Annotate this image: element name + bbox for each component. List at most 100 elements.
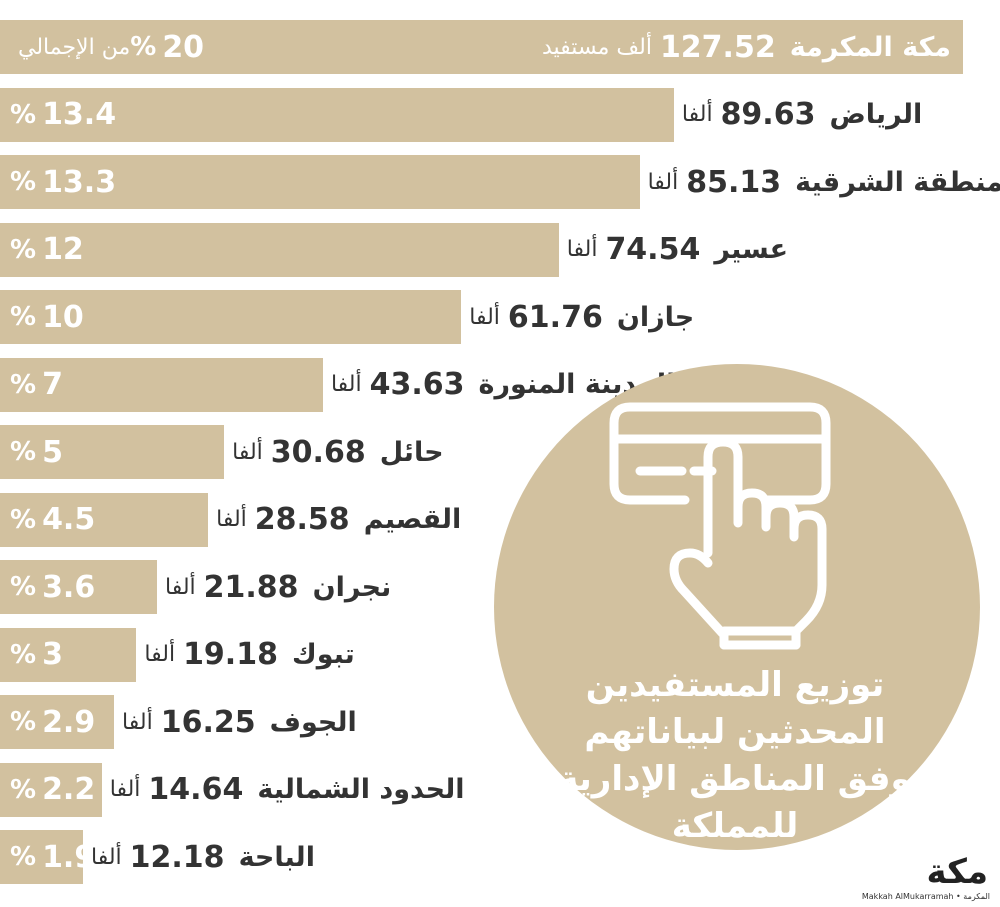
region-name: مكة المكرمة [789, 31, 951, 63]
unit-label: ألفا [681, 102, 713, 127]
percent-label: % 3 [10, 628, 63, 682]
percent-value: 3.6 [42, 569, 96, 605]
percent-label: % 12 [10, 223, 84, 277]
bar-label: حائل 30.68 ألفا [232, 425, 443, 479]
bar-label: الجوف 16.25 ألفا [122, 695, 357, 749]
percent-sign: % [10, 302, 37, 332]
percent-sign: % [10, 99, 37, 130]
unit-label: ألفا [122, 709, 153, 735]
value-label: 28.58 [254, 502, 350, 537]
percent-value: 20 [162, 29, 205, 65]
bar [0, 830, 83, 884]
logo-text: مكة [926, 852, 988, 892]
title-line: وفق المناطق الإدارية [558, 759, 912, 799]
unit-label: ألفا [165, 574, 196, 600]
value-label: 61.76 [507, 299, 603, 335]
percent-sign: % [10, 572, 37, 602]
percent-label: % 3.6 [10, 560, 95, 614]
percent-label: % 13.3 [10, 155, 116, 209]
percent-label: % 10 [10, 290, 84, 344]
percent-label: % 2.9 [10, 695, 95, 749]
bar-label: الرياض 89.63 ألفا [682, 88, 922, 142]
value-label: 30.68 [270, 434, 366, 470]
region-name: تبوك [291, 639, 355, 670]
value-label: 21.88 [203, 569, 299, 605]
value-label: 89.63 [720, 97, 816, 132]
bar [0, 627, 137, 682]
unit-label: ألف مستفيد [541, 34, 652, 60]
percent-value: 10 [42, 299, 84, 335]
percent-sign: % [10, 437, 37, 467]
percent-value: 2.2 [42, 772, 96, 807]
bar [0, 492, 209, 547]
percent-value: 1.9 [42, 839, 96, 875]
value-label: 127.52 [659, 29, 776, 65]
bar-label: القصيم 28.58 ألفا [216, 493, 461, 547]
makkah-logo: مكة Makkah AlMukarramah • المكرمة [862, 852, 994, 902]
bar [0, 155, 640, 209]
value-label: 12.18 [129, 839, 225, 875]
bar [0, 695, 115, 749]
percent-sign: % [10, 167, 37, 197]
percent-label: % 13.4 [10, 88, 116, 142]
percent-sign: % [10, 639, 37, 670]
percent-value: 3 [42, 637, 63, 672]
bar [0, 222, 559, 277]
percent-label: من الإجمالي% 20 [10, 20, 204, 74]
bar [0, 87, 674, 142]
percent-value: 12 [42, 232, 84, 267]
percent-value: 7 [42, 367, 63, 402]
bar [0, 357, 323, 412]
value-label: 74.54 [605, 232, 701, 267]
percent-value: 13.3 [42, 164, 117, 200]
bar [0, 290, 462, 344]
unit-label: ألفا [232, 439, 263, 465]
unit-label: ألفا [469, 304, 500, 330]
percent-sign: % [10, 707, 37, 737]
unit-label: ألفا [91, 844, 122, 870]
value-label: 85.13 [686, 164, 782, 200]
title-line: المحدثين لبياناتهم [584, 712, 886, 752]
unit-label: ألفا [330, 372, 362, 397]
bar-label: عسير 74.54 ألفا [567, 223, 788, 277]
percent-suffix: من الإجمالي [18, 34, 131, 60]
bar-label: الباحة 12.18 ألفا [91, 830, 315, 884]
chart-title: توزيع المستفيدين المحدثين لبياناتهم وفق … [520, 662, 950, 850]
value-label: 19.18 [183, 637, 278, 672]
title-line: توزيع المستفيدين [585, 665, 885, 705]
unit-label: ألفا [109, 777, 141, 802]
bar-label: تبوك 19.18 ألفا [144, 628, 354, 682]
region-name: الجوف [269, 706, 357, 738]
percent-sign: % [10, 774, 37, 805]
value-label: 43.63 [369, 367, 465, 402]
percent-sign: % [130, 32, 157, 62]
percent-label: % 5 [10, 425, 63, 479]
logo-subtext: Makkah AlMukarramah • المكرمة [861, 892, 990, 901]
percent-sign: % [10, 369, 37, 400]
unit-label: ألفا [216, 507, 247, 532]
region-name: جازان [616, 301, 695, 333]
unit-label: ألفا [566, 237, 598, 262]
bar-label: المنطقة الشرقية 85.13 ألفا [648, 155, 1000, 209]
percent-value: 4.5 [42, 502, 96, 537]
region-name: الحدود الشمالية [257, 774, 465, 805]
bar [0, 20, 963, 74]
percent-label: % 4.5 [10, 493, 95, 547]
value-label: 16.25 [160, 704, 256, 740]
unit-label: ألفا [647, 169, 679, 195]
percent-label: % 2.2 [10, 763, 95, 817]
region-name: الباحة [238, 841, 315, 873]
region-name: عسير [714, 234, 789, 265]
bar [0, 560, 157, 614]
hand-tapping-card-icon [609, 402, 831, 650]
percent-value: 2.9 [42, 704, 96, 740]
unit-label: ألفا [144, 642, 176, 667]
bar-label: نجران 21.88 ألفا [165, 560, 391, 614]
title-line: للمملكة [671, 806, 799, 846]
percent-label: % 1.9 [10, 830, 95, 884]
percent-value: 5 [42, 434, 63, 470]
bar [0, 425, 225, 479]
percent-sign: % [10, 842, 37, 872]
percent-label: % 7 [10, 358, 63, 412]
